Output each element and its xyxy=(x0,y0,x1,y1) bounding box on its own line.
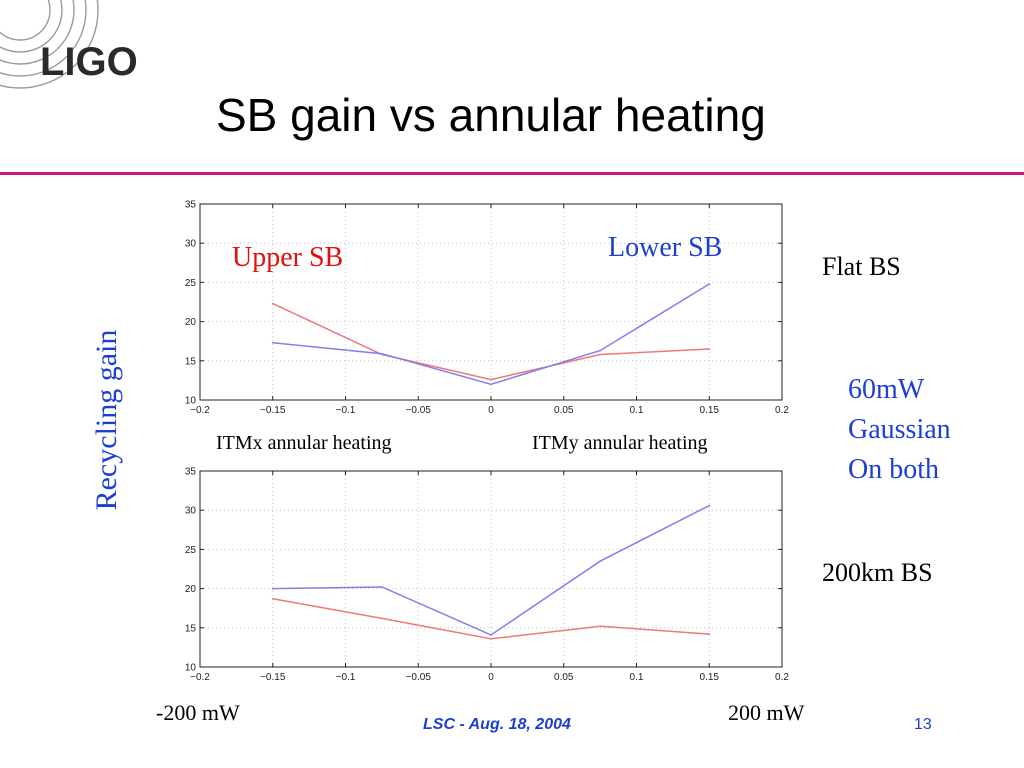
data-point-lower-sb xyxy=(271,341,274,344)
data-point-upper-sb xyxy=(599,353,602,356)
data-point-upper-sb xyxy=(708,633,711,635)
heating-note: 60mW Gaussian On both xyxy=(848,370,951,490)
x-tick-label: −0.1 xyxy=(336,405,356,416)
plot-flat-bs: −0.2 −0.15 −0.1 −0.05 0 0.05 0.1 0.15 0.2 10 15 20 2… xyxy=(185,200,790,417)
y-tick-label: 30 xyxy=(185,506,197,517)
x-tick-label: −0.15 xyxy=(260,405,286,416)
y-tick-label: 35 xyxy=(185,200,197,211)
x-tick-label: 0.05 xyxy=(554,405,574,416)
x-tick-label: −0.2 xyxy=(190,672,210,683)
data-point-lower-sb xyxy=(599,560,602,563)
legend-upper-sb: Upper SB xyxy=(232,242,344,273)
x-tick-label: 0 xyxy=(488,405,494,416)
y-tick-label: 25 xyxy=(185,545,197,556)
data-point-upper-sb xyxy=(490,378,492,381)
data-point-lower-sb xyxy=(490,633,492,636)
data-point-lower-sb xyxy=(708,283,711,285)
ligo-logo: LIGO xyxy=(0,0,138,89)
y-axis-label: Recycling gain xyxy=(90,329,123,511)
x-tick-label: −0.2 xyxy=(190,405,210,416)
data-point-lower-sb xyxy=(708,504,711,507)
logo-text: LIGO xyxy=(40,40,138,84)
note-line-power: 60mW xyxy=(848,374,925,405)
y-tick-label: 20 xyxy=(185,317,197,328)
note-line-scope: On both xyxy=(848,454,939,485)
data-point-lower-sb xyxy=(380,586,383,588)
x-tick-label: 0 xyxy=(488,672,494,683)
x-tick-label: −0.15 xyxy=(260,672,286,683)
page-number: 13 xyxy=(914,716,932,733)
note-line-profile: Gaussian xyxy=(848,414,951,445)
x-tick-label: 0.15 xyxy=(700,672,720,683)
x-tick-label: 0.15 xyxy=(700,405,720,416)
data-point-lower-sb xyxy=(490,383,492,386)
data-point-upper-sb xyxy=(708,348,711,350)
y-tick-label: 15 xyxy=(185,623,197,634)
x-tick-label: 0.1 xyxy=(630,405,644,416)
right-power-label: 200 mW xyxy=(728,700,805,725)
legend-lower-sb: Lower SB xyxy=(608,232,723,263)
data-point-lower-sb xyxy=(380,352,383,355)
x-tick-label: −0.1 xyxy=(336,672,356,683)
data-point-lower-sb xyxy=(599,349,602,352)
flat-bs-label: Flat BS xyxy=(822,252,901,281)
y-tick-label: 25 xyxy=(185,278,197,289)
curved-bs-label: 200km BS xyxy=(822,558,933,587)
y-tick-label: 10 xyxy=(185,396,197,407)
plot-200km-bs: −0.2 −0.15 −0.1 −0.05 0 0.05 0.1 0.15 0.2 10 15 20 2… xyxy=(185,467,790,684)
x-tick-label: −0.05 xyxy=(406,405,432,416)
itmx-heating-label: ITMx annular heating xyxy=(216,432,392,454)
plot-area xyxy=(200,471,782,667)
data-point-upper-sb xyxy=(380,617,383,620)
x-tick-label: 0.2 xyxy=(775,405,789,416)
y-tick-label: 20 xyxy=(185,584,197,595)
data-point-lower-sb xyxy=(271,587,274,590)
x-tick-label: 0.1 xyxy=(630,672,644,683)
data-point-upper-sb xyxy=(271,302,274,305)
data-point-upper-sb xyxy=(490,637,492,640)
y-tick-label: 15 xyxy=(185,356,197,367)
x-tick-label: 0.2 xyxy=(775,672,789,683)
itmy-heating-label: ITMy annular heating xyxy=(532,432,708,454)
left-power-label: -200 mW xyxy=(156,700,240,725)
y-tick-label: 35 xyxy=(185,467,197,478)
title-divider xyxy=(0,172,1024,175)
x-tick-label: −0.05 xyxy=(406,672,432,683)
slide-title: SB gain vs annular heating xyxy=(216,89,766,141)
data-point-upper-sb xyxy=(271,597,274,600)
data-point-upper-sb xyxy=(599,625,602,628)
y-tick-label: 10 xyxy=(185,663,197,674)
y-tick-label: 30 xyxy=(185,239,197,250)
x-tick-label: 0.05 xyxy=(554,672,574,683)
footer-text: LSC - Aug. 18, 2004 xyxy=(423,716,571,733)
